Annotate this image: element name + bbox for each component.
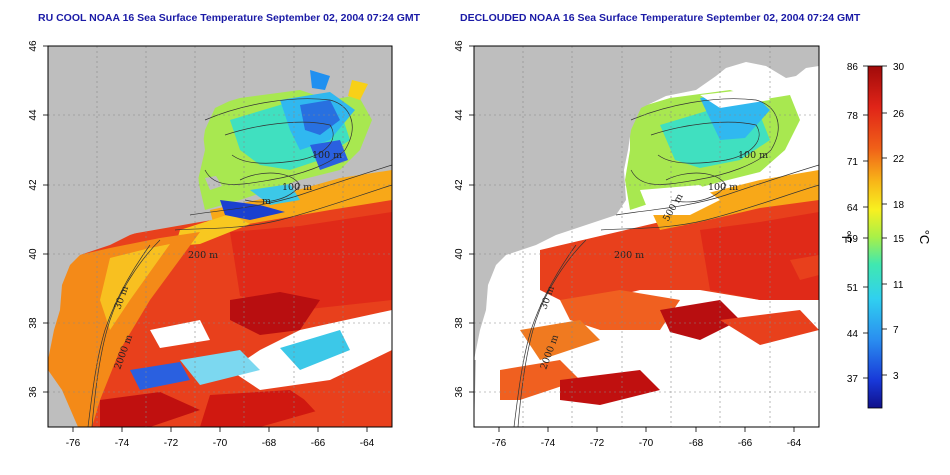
- celsius-tick-label: 15: [893, 234, 905, 245]
- lat-tick-label: 40: [454, 248, 465, 260]
- right-map-frame: [473, 45, 820, 428]
- lat-tick-label: 46: [454, 40, 465, 52]
- lat-tick-label: 44: [454, 109, 465, 121]
- lon-tick-label: -64: [787, 438, 802, 449]
- lon-tick-label: -76: [492, 438, 507, 449]
- right-map-grid: [474, 46, 819, 427]
- celsius-tick-label: 26: [893, 109, 905, 120]
- lat-tick-label: 38: [454, 317, 465, 329]
- fahrenheit-tick-label: 51: [847, 283, 859, 294]
- lat-tick-label: 46: [28, 40, 39, 52]
- lon-tick-label: -64: [360, 438, 375, 449]
- lon-tick-label: -72: [164, 438, 179, 449]
- lon-tick-label: -68: [689, 438, 704, 449]
- fahrenheit-unit-label: °F: [839, 230, 854, 243]
- celsius-tick-label: 7: [893, 325, 899, 336]
- right-map-title: DECLOUDED NOAA 16 Sea Surface Temperatur…: [460, 12, 861, 24]
- right-lon-axis: -76 -74 -72 -70 -68 -66 -64: [492, 427, 802, 449]
- lon-tick-label: -70: [639, 438, 654, 449]
- lon-tick-label: -66: [311, 438, 326, 449]
- isobath-label: 100 m: [738, 150, 768, 161]
- lon-tick-label: -66: [738, 438, 753, 449]
- lon-tick-label: -68: [262, 438, 277, 449]
- colorbar-gradient: [867, 65, 883, 409]
- lon-tick-label: -74: [115, 438, 130, 449]
- celsius-unit-label: °C: [917, 230, 932, 245]
- fahrenheit-tick-label: 64: [847, 203, 859, 214]
- celsius-tick-label: 22: [893, 154, 905, 165]
- left-lat-axis: 46 44 42 40 38 36: [28, 40, 48, 398]
- celsius-tick-label: 11: [893, 280, 904, 291]
- celsius-tick-label: 3: [893, 371, 899, 382]
- left-map-title: RU COOL NOAA 16 Sea Surface Temperature …: [38, 12, 421, 24]
- left-map-grid: [48, 46, 392, 427]
- left-isobaths: [87, 98, 392, 427]
- celsius-tick-label: 18: [893, 200, 905, 211]
- lat-tick-label: 36: [28, 386, 39, 398]
- lat-tick-label: 36: [454, 386, 465, 398]
- temperature-colorbar: 86 78 71 64 59 51 44 37 30 26 22 18 15 1…: [839, 62, 932, 409]
- lon-tick-label: -72: [590, 438, 605, 449]
- isobath-label: 200 m: [614, 250, 644, 261]
- left-map-panel: [48, 46, 392, 427]
- isobath-label: 100 m: [282, 182, 312, 193]
- lon-tick-label: -76: [66, 438, 81, 449]
- left-lon-axis: -76 -74 -72 -70 -68 -66 -64: [66, 427, 375, 449]
- isobath-label: 100 m: [312, 150, 342, 161]
- isobath-label: 200 m: [188, 250, 218, 261]
- lat-tick-label: 40: [28, 248, 39, 260]
- celsius-tick-label: 30: [893, 62, 905, 73]
- fahrenheit-tick-label: 59: [847, 234, 859, 245]
- lon-tick-label: -70: [213, 438, 228, 449]
- lat-tick-label: 42: [454, 179, 465, 191]
- fahrenheit-tick-label: 71: [847, 157, 859, 168]
- fahrenheit-tick-label: 78: [847, 111, 859, 122]
- fahrenheit-tick-label: 44: [847, 329, 859, 340]
- lat-tick-label: 42: [28, 179, 39, 191]
- lon-tick-label: -74: [541, 438, 556, 449]
- isobath-label: 100 m: [708, 182, 738, 193]
- lat-tick-label: 38: [28, 317, 39, 329]
- lat-tick-label: 44: [28, 109, 39, 121]
- fahrenheit-tick-label: 86: [847, 62, 859, 73]
- right-lat-axis: 46 44 42 40 38 36: [454, 40, 474, 398]
- isobath-label: m: [262, 196, 271, 207]
- fahrenheit-tick-label: 37: [847, 374, 859, 385]
- right-map-panel: [474, 46, 819, 427]
